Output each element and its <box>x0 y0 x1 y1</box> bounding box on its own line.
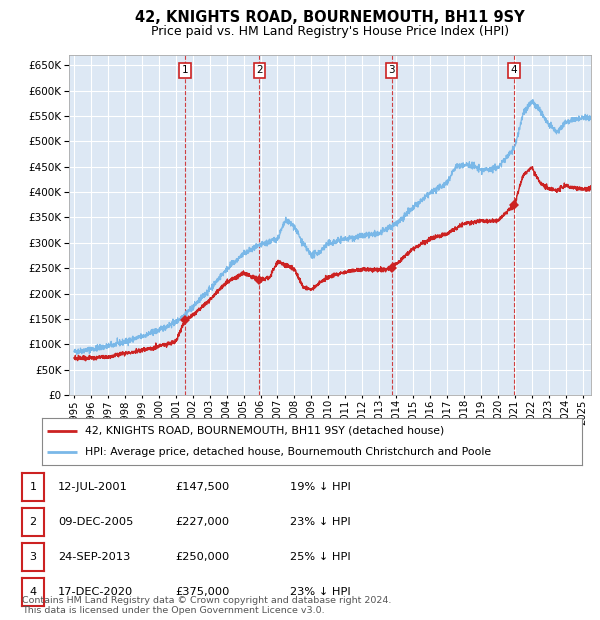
Text: 23% ↓ HPI: 23% ↓ HPI <box>290 587 351 597</box>
Text: £250,000: £250,000 <box>175 552 229 562</box>
Text: £227,000: £227,000 <box>175 517 229 527</box>
Text: 17-DEC-2020: 17-DEC-2020 <box>58 587 133 597</box>
Text: 42, KNIGHTS ROAD, BOURNEMOUTH, BH11 9SY: 42, KNIGHTS ROAD, BOURNEMOUTH, BH11 9SY <box>135 10 525 25</box>
Text: 23% ↓ HPI: 23% ↓ HPI <box>290 517 351 527</box>
Text: 09-DEC-2005: 09-DEC-2005 <box>58 517 133 527</box>
Text: 1: 1 <box>181 65 188 75</box>
Text: HPI: Average price, detached house, Bournemouth Christchurch and Poole: HPI: Average price, detached house, Bour… <box>85 447 491 458</box>
Text: 3: 3 <box>29 552 37 562</box>
Text: 1: 1 <box>29 482 37 492</box>
Text: 19% ↓ HPI: 19% ↓ HPI <box>290 482 351 492</box>
Text: Contains HM Land Registry data © Crown copyright and database right 2024.
This d: Contains HM Land Registry data © Crown c… <box>22 596 392 615</box>
Text: £375,000: £375,000 <box>175 587 229 597</box>
Text: £147,500: £147,500 <box>175 482 229 492</box>
Text: 2: 2 <box>29 517 37 527</box>
Text: 4: 4 <box>29 587 37 597</box>
Text: 42, KNIGHTS ROAD, BOURNEMOUTH, BH11 9SY (detached house): 42, KNIGHTS ROAD, BOURNEMOUTH, BH11 9SY … <box>85 426 445 436</box>
Text: 12-JUL-2001: 12-JUL-2001 <box>58 482 128 492</box>
Text: 3: 3 <box>388 65 395 75</box>
Text: 25% ↓ HPI: 25% ↓ HPI <box>290 552 351 562</box>
Text: 4: 4 <box>511 65 517 75</box>
Text: Price paid vs. HM Land Registry's House Price Index (HPI): Price paid vs. HM Land Registry's House … <box>151 25 509 38</box>
Text: 2: 2 <box>256 65 263 75</box>
Text: 24-SEP-2013: 24-SEP-2013 <box>58 552 130 562</box>
